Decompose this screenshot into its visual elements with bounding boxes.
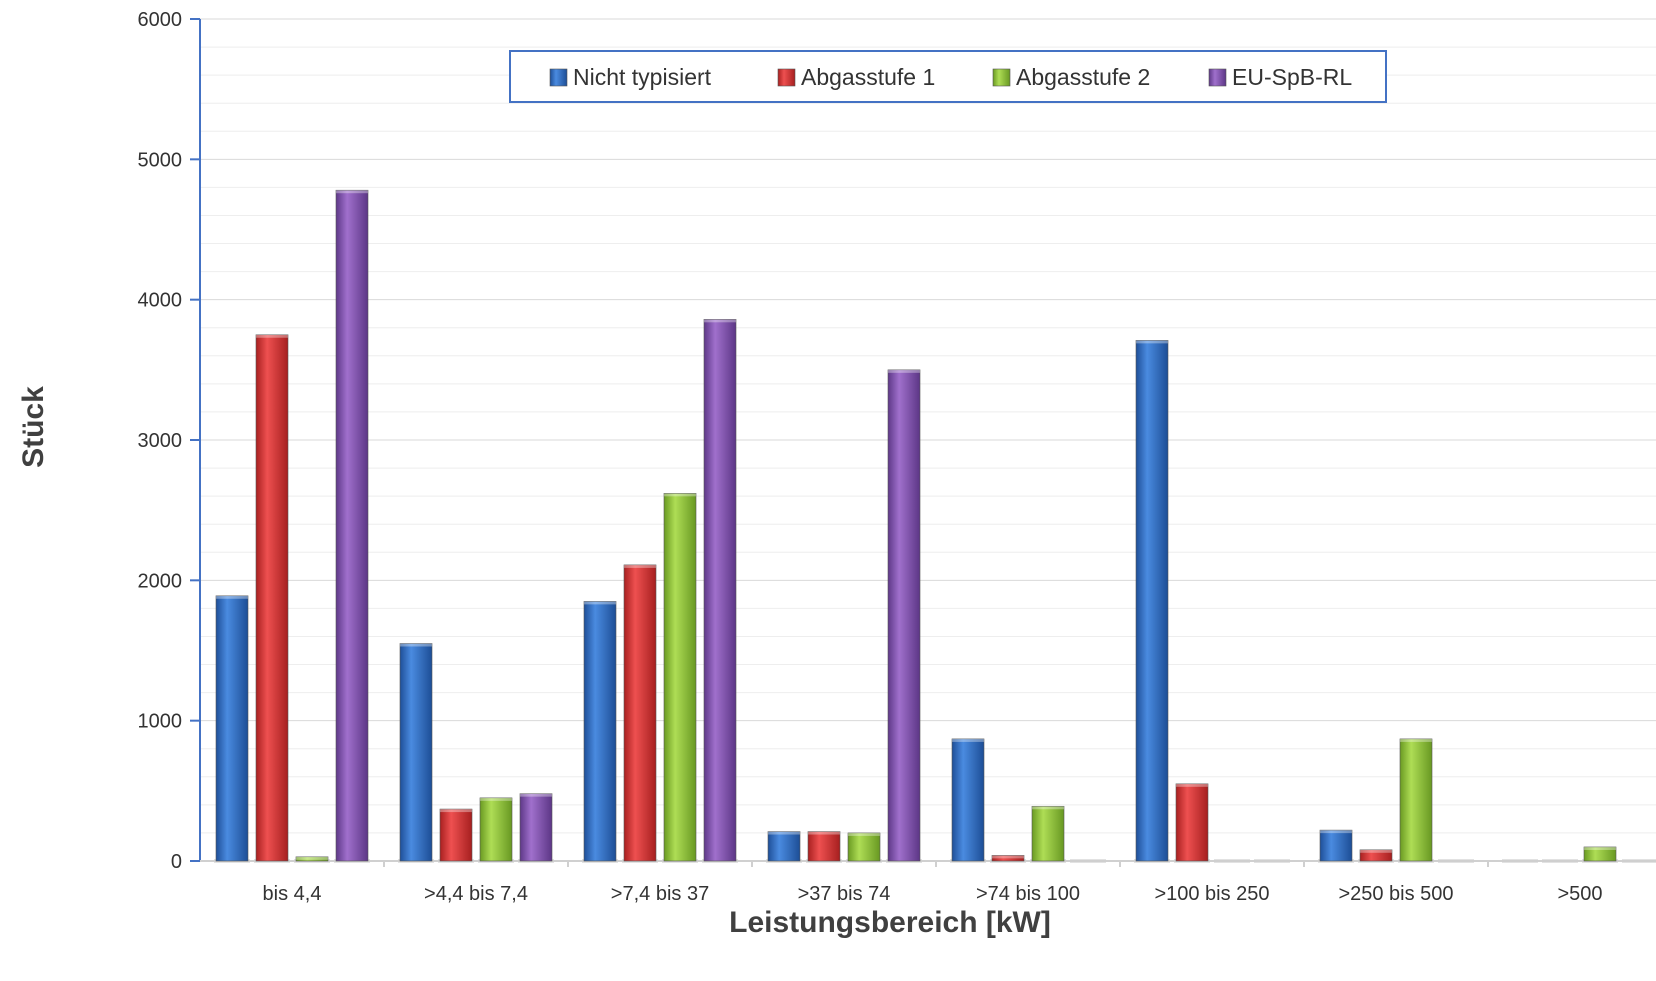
x-tick-label: >7,4 bis 37	[611, 883, 709, 905]
bar-top-highlight	[1400, 738, 1432, 742]
legend-frame	[509, 50, 1387, 103]
bar-abgasstufe-2-7	[1583, 846, 1617, 862]
bar-top-highlight	[1360, 849, 1392, 853]
bar-top-highlight	[1032, 806, 1064, 810]
bar-eu-spb-rl-2	[703, 319, 737, 862]
y-tick-label: 0	[171, 851, 182, 873]
bar-nicht-typisiert-3	[767, 831, 801, 862]
bar-abgasstufe-1-2	[623, 564, 657, 862]
legend-swatch	[777, 68, 796, 87]
bar-abgasstufe-2-1	[479, 797, 513, 862]
bar-abgasstufe-2-3	[847, 832, 881, 862]
bar-abgasstufe-1-0	[255, 334, 289, 862]
x-tick-label: >4,4 bis 7,4	[424, 883, 528, 905]
bar-top-highlight	[768, 831, 800, 835]
bar-top-highlight	[480, 797, 512, 801]
bar-top-highlight	[808, 831, 840, 835]
bar-abgasstufe-1-6	[1359, 849, 1393, 862]
y-axis: 0 1000 2000 3000 4000 5000 6000	[138, 9, 201, 873]
bar-top-highlight	[584, 601, 616, 605]
bar-nicht-typisiert-1	[399, 643, 433, 862]
x-tick-label: >74 bis 100	[976, 883, 1080, 905]
bar-abgasstufe-1-3	[807, 831, 841, 862]
bar-nicht-typisiert-2	[583, 601, 617, 862]
bar-top-highlight	[256, 334, 288, 338]
bar-top-highlight	[664, 493, 696, 497]
bar-nicht-typisiert-5	[1135, 340, 1169, 862]
legend-label: EU-SpB-RL	[1232, 64, 1352, 90]
bar-shadow	[1502, 859, 1538, 863]
bar-eu-spb-rl-3	[887, 369, 921, 862]
x-axis-title: Leistungsbereich [kW]	[729, 906, 1051, 939]
legend-swatch	[549, 68, 568, 87]
bar-shadow	[1070, 859, 1106, 863]
legend-label: Nicht typisiert	[573, 64, 712, 90]
bar-top-highlight	[336, 190, 368, 194]
bar-top-highlight	[216, 595, 248, 599]
x-tick-label: >250 bis 500	[1338, 883, 1453, 905]
bar-abgasstufe-2-0	[295, 856, 329, 862]
bar-top-highlight	[888, 369, 920, 373]
x-tick-label: >37 bis 74	[798, 883, 891, 905]
bar-top-highlight	[1320, 830, 1352, 834]
bar-shadow	[1214, 859, 1250, 863]
x-axis: bis 4,4 >4,4 bis 7,4 >7,4 bis 37 >37 bis 74…	[200, 860, 1656, 905]
bar-top-highlight	[1584, 846, 1616, 850]
bar-top-highlight	[296, 856, 328, 860]
x-tick-label: >500	[1557, 883, 1602, 905]
bar-top-highlight	[520, 793, 552, 797]
legend-label: Abgasstufe 1	[801, 64, 935, 90]
bar-top-highlight	[704, 319, 736, 323]
legend-swatch	[1208, 68, 1227, 87]
bar-abgasstufe-2-6	[1399, 738, 1433, 862]
bar-top-highlight	[440, 809, 472, 813]
x-tick-label: >100 bis 250	[1154, 883, 1269, 905]
bar-top-highlight	[952, 738, 984, 742]
x-tick-label: bis 4,4	[263, 883, 322, 905]
legend: Nicht typisiert Abgasstufe 1 Abgasstufe 2 E…	[509, 50, 1387, 103]
bar-top-highlight	[400, 643, 432, 647]
bar-abgasstufe-1-5	[1175, 783, 1209, 862]
bar-abgasstufe-1-4	[991, 855, 1025, 862]
y-tick-label: 4000	[138, 290, 183, 312]
y-tick-label: 2000	[138, 570, 183, 592]
bar-abgasstufe-2-2	[663, 493, 697, 862]
bar-shadow	[1438, 859, 1474, 863]
bar-top-highlight	[848, 832, 880, 836]
y-tick-label: 6000	[138, 9, 183, 31]
bar-nicht-typisiert-4	[951, 738, 985, 862]
y-tick-label: 5000	[138, 149, 183, 171]
bar-nicht-typisiert-0	[215, 595, 249, 862]
bar-top-highlight	[992, 855, 1024, 859]
bar-shadow	[1622, 859, 1656, 863]
bar-nicht-typisiert-6	[1319, 829, 1353, 862]
bar-eu-spb-rl-0	[335, 189, 369, 862]
y-tick-label: 1000	[138, 711, 183, 733]
gridlines	[200, 18, 1656, 834]
bar-shadow	[1542, 859, 1578, 863]
y-axis-title: Stück	[17, 386, 50, 468]
bar-eu-spb-rl-1	[519, 793, 553, 862]
bar-top-highlight	[1136, 340, 1168, 344]
legend-swatch	[992, 68, 1011, 87]
bar-top-highlight	[624, 564, 656, 568]
legend-label: Abgasstufe 2	[1016, 64, 1150, 90]
y-tick-label: 3000	[138, 430, 183, 452]
bar-shadow	[1254, 859, 1290, 863]
bar-abgasstufe-1-1	[439, 808, 473, 862]
bar-top-highlight	[1176, 783, 1208, 787]
bar-abgasstufe-2-4	[1031, 805, 1065, 862]
bars	[214, 189, 1656, 863]
